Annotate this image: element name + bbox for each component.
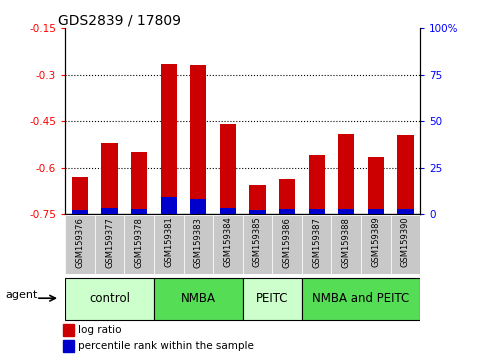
Bar <box>213 215 242 274</box>
Text: GSM159388: GSM159388 <box>342 217 351 268</box>
Bar <box>398 209 413 214</box>
Text: GDS2839 / 17809: GDS2839 / 17809 <box>58 13 181 27</box>
Bar <box>101 208 118 214</box>
Bar <box>63 324 74 336</box>
Text: GSM159385: GSM159385 <box>253 217 262 267</box>
Bar <box>302 278 420 320</box>
Bar <box>154 215 184 274</box>
Bar <box>302 215 331 274</box>
Text: log ratio: log ratio <box>78 325 122 335</box>
Bar <box>125 215 154 274</box>
Text: control: control <box>89 292 130 305</box>
Bar <box>190 199 206 214</box>
Bar <box>184 215 213 274</box>
Bar <box>361 215 391 274</box>
Bar <box>309 209 325 214</box>
Bar <box>272 215 302 274</box>
Bar <box>190 65 206 214</box>
Bar <box>72 210 88 214</box>
Bar <box>95 215 124 274</box>
Bar <box>368 157 384 214</box>
Bar <box>131 152 147 214</box>
Bar <box>338 133 355 214</box>
Bar <box>65 215 95 274</box>
Bar <box>72 177 88 214</box>
Text: GSM159378: GSM159378 <box>135 217 143 268</box>
Bar <box>279 178 295 214</box>
Text: PEITC: PEITC <box>256 292 288 305</box>
Text: GSM159389: GSM159389 <box>371 217 380 267</box>
Bar <box>398 135 413 214</box>
Bar <box>161 198 177 214</box>
Text: GSM159387: GSM159387 <box>312 217 321 268</box>
Text: GSM159384: GSM159384 <box>224 217 232 267</box>
Bar <box>338 209 355 214</box>
Bar <box>279 209 295 214</box>
Bar <box>249 210 266 214</box>
Text: GSM159376: GSM159376 <box>75 217 85 268</box>
Text: NMBA: NMBA <box>181 292 216 305</box>
Bar <box>391 215 420 274</box>
Bar <box>243 278 302 320</box>
Text: percentile rank within the sample: percentile rank within the sample <box>78 341 254 351</box>
Bar <box>368 209 384 214</box>
Text: GSM159381: GSM159381 <box>164 217 173 267</box>
Text: GSM159386: GSM159386 <box>283 217 292 268</box>
Bar <box>154 278 242 320</box>
Bar <box>309 155 325 214</box>
Text: GSM159383: GSM159383 <box>194 217 203 268</box>
Bar <box>161 64 177 214</box>
Text: agent: agent <box>5 290 38 299</box>
Bar <box>220 124 236 214</box>
Bar <box>63 340 74 353</box>
Text: GSM159390: GSM159390 <box>401 217 410 267</box>
Text: GSM159377: GSM159377 <box>105 217 114 268</box>
Bar <box>331 215 361 274</box>
Bar <box>101 143 118 214</box>
Bar <box>65 278 154 320</box>
Bar <box>131 209 147 214</box>
Bar <box>220 208 236 214</box>
Bar <box>249 185 266 214</box>
Bar <box>243 215 272 274</box>
Text: NMBA and PEITC: NMBA and PEITC <box>313 292 410 305</box>
